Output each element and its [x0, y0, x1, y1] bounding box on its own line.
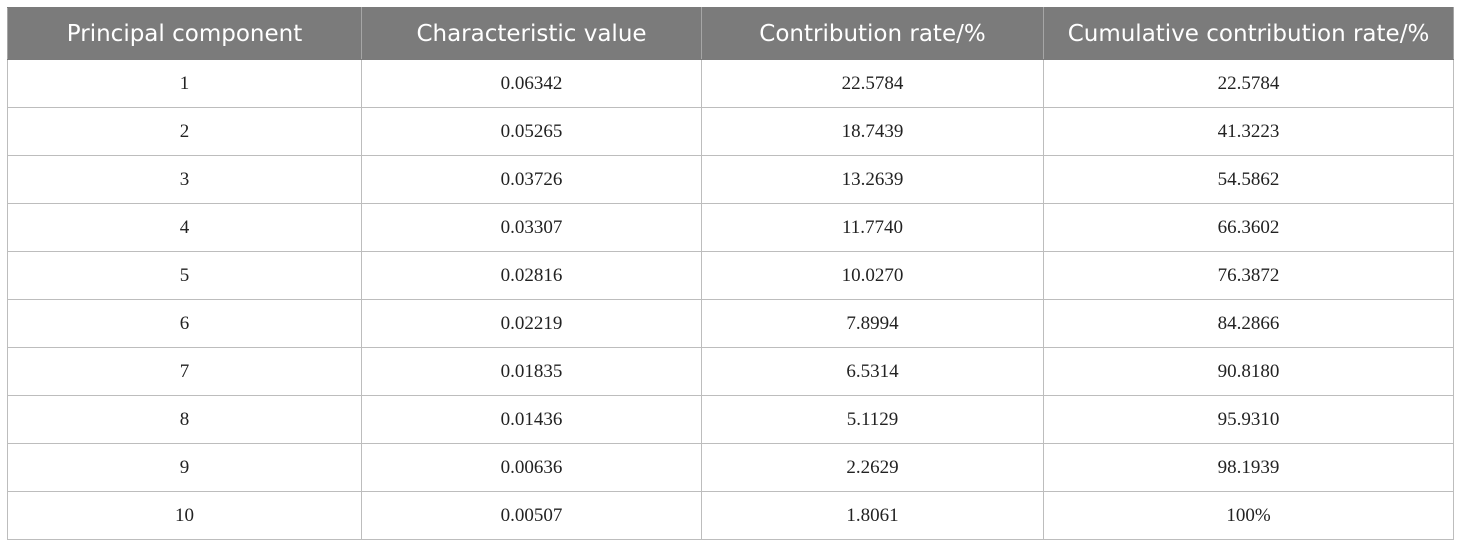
cell-contribution-rate: 10.0270 [701, 251, 1044, 300]
cell-cumulative-rate: 95.9310 [1043, 395, 1454, 444]
cell-characteristic-value: 0.06342 [361, 59, 702, 108]
cell-characteristic-value: 0.00636 [361, 443, 702, 492]
cell-component: 1 [7, 59, 362, 108]
principal-component-table: Principal component Characteristic value… [7, 7, 1454, 540]
cell-cumulative-rate: 76.3872 [1043, 251, 1454, 300]
table-row: 8 0.01436 5.1129 95.9310 [7, 395, 1454, 444]
table-row: 3 0.03726 13.2639 54.5862 [7, 155, 1454, 204]
cell-component: 2 [7, 107, 362, 156]
cell-cumulative-rate: 84.2866 [1043, 299, 1454, 348]
cell-contribution-rate: 5.1129 [701, 395, 1044, 444]
cell-contribution-rate: 13.2639 [701, 155, 1044, 204]
cell-cumulative-rate: 41.3223 [1043, 107, 1454, 156]
table-row: 4 0.03307 11.7740 66.3602 [7, 203, 1454, 252]
cell-characteristic-value: 0.01436 [361, 395, 702, 444]
table-row: 5 0.02816 10.0270 76.3872 [7, 251, 1454, 300]
cell-contribution-rate: 22.5784 [701, 59, 1044, 108]
table-row: 1 0.06342 22.5784 22.5784 [7, 59, 1454, 108]
table-row: 9 0.00636 2.2629 98.1939 [7, 443, 1454, 492]
table-row: 10 0.00507 1.8061 100% [7, 491, 1454, 540]
pca-table-container: Principal component Characteristic value… [7, 7, 1454, 544]
cell-cumulative-rate: 98.1939 [1043, 443, 1454, 492]
header-row: Principal component Characteristic value… [7, 7, 1454, 60]
table-row: 6 0.02219 7.8994 84.2866 [7, 299, 1454, 348]
cell-characteristic-value: 0.00507 [361, 491, 702, 540]
header-cumulative-contribution-rate: Cumulative contribution rate/% [1043, 7, 1454, 60]
header-contribution-rate: Contribution rate/% [701, 7, 1044, 60]
cell-contribution-rate: 11.7740 [701, 203, 1044, 252]
cell-cumulative-rate: 90.8180 [1043, 347, 1454, 396]
table-row: 7 0.01835 6.5314 90.8180 [7, 347, 1454, 396]
cell-component: 6 [7, 299, 362, 348]
cell-contribution-rate: 7.8994 [701, 299, 1044, 348]
cell-component: 7 [7, 347, 362, 396]
cell-characteristic-value: 0.05265 [361, 107, 702, 156]
cell-cumulative-rate: 100% [1043, 491, 1454, 540]
cell-cumulative-rate: 66.3602 [1043, 203, 1454, 252]
cell-component: 10 [7, 491, 362, 540]
cell-component: 3 [7, 155, 362, 204]
cell-contribution-rate: 1.8061 [701, 491, 1044, 540]
cell-component: 5 [7, 251, 362, 300]
cell-contribution-rate: 18.7439 [701, 107, 1044, 156]
table-row: 2 0.05265 18.7439 41.3223 [7, 107, 1454, 156]
cell-contribution-rate: 6.5314 [701, 347, 1044, 396]
cell-cumulative-rate: 22.5784 [1043, 59, 1454, 108]
table-header: Principal component Characteristic value… [7, 7, 1454, 60]
cell-component: 8 [7, 395, 362, 444]
cell-characteristic-value: 0.01835 [361, 347, 702, 396]
cell-characteristic-value: 0.02219 [361, 299, 702, 348]
cell-component: 4 [7, 203, 362, 252]
table-body: 1 0.06342 22.5784 22.5784 2 0.05265 18.7… [7, 59, 1454, 540]
cell-characteristic-value: 0.03726 [361, 155, 702, 204]
cell-contribution-rate: 2.2629 [701, 443, 1044, 492]
header-characteristic-value: Characteristic value [361, 7, 702, 60]
header-principal-component: Principal component [7, 7, 362, 60]
cell-cumulative-rate: 54.5862 [1043, 155, 1454, 204]
cell-component: 9 [7, 443, 362, 492]
cell-characteristic-value: 0.02816 [361, 251, 702, 300]
cell-characteristic-value: 0.03307 [361, 203, 702, 252]
